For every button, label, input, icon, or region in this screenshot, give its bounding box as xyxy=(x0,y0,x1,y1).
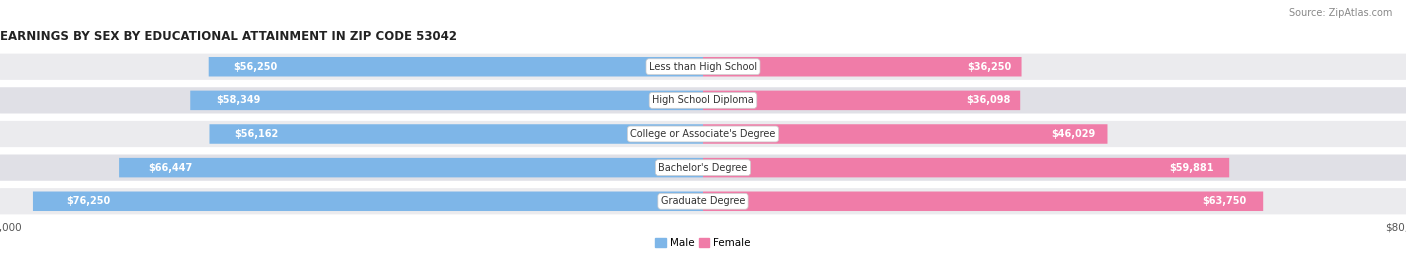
FancyBboxPatch shape xyxy=(703,91,1021,110)
FancyBboxPatch shape xyxy=(703,57,1022,76)
FancyBboxPatch shape xyxy=(120,158,703,177)
FancyBboxPatch shape xyxy=(190,91,703,110)
Text: Bachelor's Degree: Bachelor's Degree xyxy=(658,163,748,173)
Text: $63,750: $63,750 xyxy=(1202,196,1246,206)
FancyBboxPatch shape xyxy=(0,121,1406,147)
Text: $56,250: $56,250 xyxy=(233,62,277,72)
FancyBboxPatch shape xyxy=(703,124,1108,144)
FancyBboxPatch shape xyxy=(0,87,1406,113)
FancyBboxPatch shape xyxy=(209,124,703,144)
Text: $36,250: $36,250 xyxy=(967,62,1012,72)
Text: $58,349: $58,349 xyxy=(217,95,260,105)
Text: College or Associate's Degree: College or Associate's Degree xyxy=(630,129,776,139)
Text: EARNINGS BY SEX BY EDUCATIONAL ATTAINMENT IN ZIP CODE 53042: EARNINGS BY SEX BY EDUCATIONAL ATTAINMEN… xyxy=(0,30,457,43)
Text: $56,162: $56,162 xyxy=(235,129,278,139)
FancyBboxPatch shape xyxy=(703,192,1263,211)
FancyBboxPatch shape xyxy=(703,158,1229,177)
FancyBboxPatch shape xyxy=(208,57,703,76)
FancyBboxPatch shape xyxy=(0,54,1406,80)
Text: Source: ZipAtlas.com: Source: ZipAtlas.com xyxy=(1288,8,1392,18)
Legend: Male, Female: Male, Female xyxy=(651,234,755,252)
FancyBboxPatch shape xyxy=(32,192,703,211)
FancyBboxPatch shape xyxy=(0,188,1406,214)
Text: High School Diploma: High School Diploma xyxy=(652,95,754,105)
Text: $66,447: $66,447 xyxy=(148,163,193,173)
Text: $59,881: $59,881 xyxy=(1168,163,1213,173)
Text: $46,029: $46,029 xyxy=(1052,129,1095,139)
FancyBboxPatch shape xyxy=(0,155,1406,181)
Text: $76,250: $76,250 xyxy=(66,196,111,206)
Text: $36,098: $36,098 xyxy=(966,95,1011,105)
Text: Graduate Degree: Graduate Degree xyxy=(661,196,745,206)
Text: Less than High School: Less than High School xyxy=(650,62,756,72)
